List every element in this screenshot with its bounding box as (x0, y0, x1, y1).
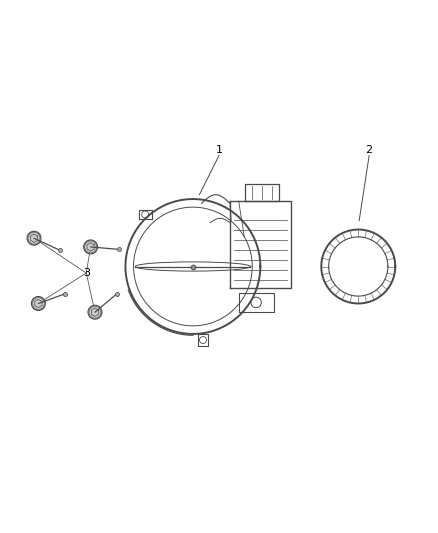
Circle shape (88, 305, 102, 319)
Circle shape (32, 296, 46, 310)
Circle shape (84, 240, 98, 254)
Circle shape (27, 231, 41, 245)
Text: 3: 3 (83, 268, 90, 278)
Text: 1: 1 (215, 146, 223, 155)
Text: 2: 2 (366, 146, 373, 155)
